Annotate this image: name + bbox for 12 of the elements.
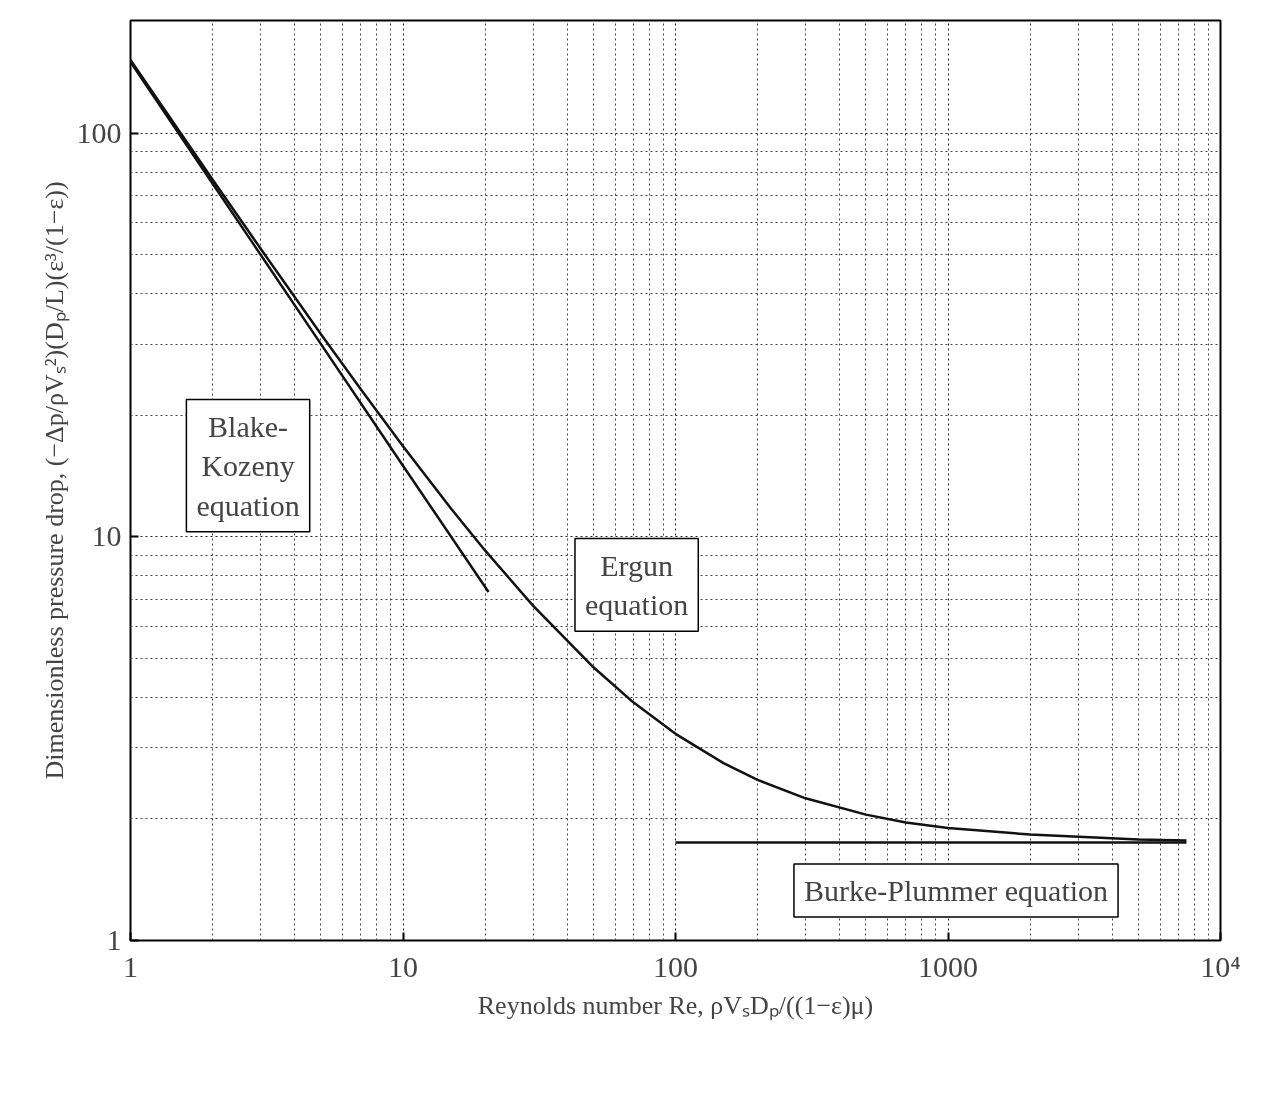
x-axis-title: Reynolds number Re, ρVₛDₚ/((1−ε)μ) <box>477 990 874 1021</box>
y-tick-label: 1 <box>106 923 122 956</box>
x-tick-label: 10⁴ <box>1200 949 1241 983</box>
x-tick-label: 100 <box>653 949 698 983</box>
y-tick-label: 10 <box>91 519 122 553</box>
y-tick-label: 100 <box>76 115 122 149</box>
x-tick-label: 1000 <box>918 949 978 983</box>
y-axis-title: Dimensionless pressure drop, (−Δp/ρVₛ²)(Dₚ/L)(ε³/(1−ε)) <box>39 181 70 780</box>
series-label: Ergun equation <box>584 548 689 622</box>
series-label: Burke-Plummer equation <box>803 874 1109 907</box>
x-tick-label: 10 <box>388 949 418 983</box>
series-label: Blake- Kozeny equation <box>196 409 300 522</box>
